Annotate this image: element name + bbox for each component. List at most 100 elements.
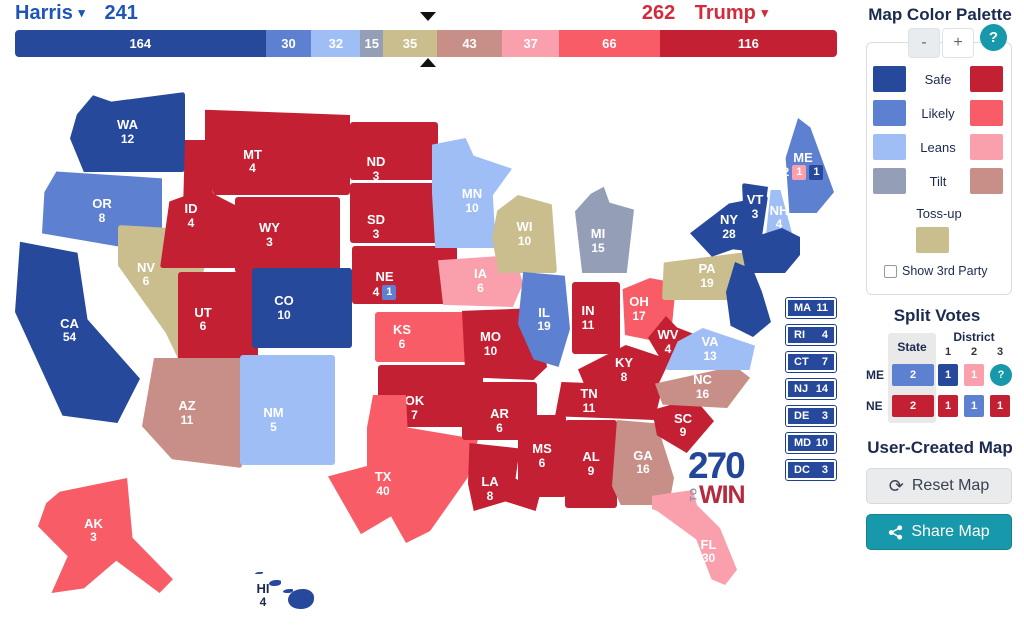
state-ks[interactable]: KS 6 xyxy=(375,312,473,362)
tilt-dem-swatch[interactable] xyxy=(873,168,906,194)
state-tn[interactable]: TN 11 xyxy=(555,382,663,420)
state-ev: 3 xyxy=(821,464,828,476)
state-label: NH 4 xyxy=(769,202,789,232)
state-box-de[interactable]: DE 3 xyxy=(785,405,837,427)
state-ev: 4 xyxy=(821,329,828,341)
palette-row-safe: Safe xyxy=(873,66,1003,92)
state-label: TN 11 xyxy=(580,386,598,415)
ne-district-3-cell[interactable]: 1 xyxy=(990,395,1010,417)
state-ak[interactable]: AK 3 xyxy=(38,478,173,593)
state-ev: 14 xyxy=(815,383,828,395)
ne-district-2-cell[interactable]: 1 xyxy=(964,395,984,417)
state-ne[interactable]: NE 4 1 xyxy=(352,246,457,304)
state-mi[interactable]: MI 15 xyxy=(574,186,634,273)
state-label: MS 6 xyxy=(532,441,552,470)
district-num-3: 3 xyxy=(996,346,1004,358)
state-box-nj[interactable]: NJ 14 xyxy=(785,378,837,400)
state-in[interactable]: IN 11 xyxy=(572,282,620,354)
state-ut[interactable]: UT 6 xyxy=(178,272,258,367)
leans-rep-swatch[interactable] xyxy=(969,134,1003,160)
zoom-in-button[interactable]: + xyxy=(942,28,974,58)
help-icon[interactable]: ? xyxy=(990,364,1012,386)
zoom-out-button[interactable]: - xyxy=(908,28,940,58)
reset-map-button[interactable]: ⟳ Reset Map xyxy=(866,468,1012,504)
show-3rd-party-checkbox[interactable] xyxy=(884,264,897,278)
me-statewide-cell[interactable]: 2 xyxy=(892,364,934,386)
likely-rep-swatch[interactable] xyxy=(970,100,1003,126)
state-nm[interactable]: NM 5 xyxy=(240,355,335,465)
state-label: AL 9 xyxy=(582,449,600,478)
rep-ev-total: 262 xyxy=(641,2,676,24)
state-ev: 10 xyxy=(815,437,828,449)
state-abbr: CT xyxy=(794,356,809,368)
state-wa[interactable]: WA 12 xyxy=(70,92,185,172)
state-region-mid-atlantic[interactable] xyxy=(726,262,771,337)
ev-segment-safe-dem: 164 xyxy=(15,30,266,57)
state-label: OK 7 xyxy=(404,393,425,422)
dem-candidate-name[interactable]: Harris xyxy=(15,2,73,24)
state-sd[interactable]: SD 3 xyxy=(350,183,442,243)
state-label: VA 13 xyxy=(701,334,719,363)
tossup-swatch[interactable] xyxy=(916,227,949,253)
harris-dropdown[interactable]: Harris ▾ 241 xyxy=(15,2,138,25)
district-num-2: 2 xyxy=(970,346,978,358)
show-3rd-party-label: Show 3rd Party xyxy=(902,264,988,278)
state-label: CA 54 xyxy=(60,315,79,345)
district-badge: 1 xyxy=(382,284,397,300)
state-al[interactable]: AL 9 xyxy=(565,420,617,508)
state-nc[interactable]: NC 16 xyxy=(655,366,750,408)
state-label: KY 8 xyxy=(614,355,634,384)
leans-dem-swatch[interactable] xyxy=(873,134,906,160)
dem-ev-total: 241 xyxy=(104,2,138,24)
state-ms[interactable]: MS 6 xyxy=(518,415,566,497)
logo-270: 270 xyxy=(688,445,746,486)
split-votes-title: Split Votes xyxy=(893,306,981,325)
state-az[interactable]: AZ 11 xyxy=(142,358,242,468)
rep-candidate-name[interactable]: Trump xyxy=(694,2,756,24)
logo-win: WIN xyxy=(699,481,746,510)
state-box-ct[interactable]: CT 7 xyxy=(785,351,837,373)
state-co[interactable]: CO 10 xyxy=(252,268,352,348)
refresh-icon: ⟳ xyxy=(888,476,904,496)
me-district-2-cell[interactable]: 1 xyxy=(964,364,984,386)
state-abbr: DE xyxy=(794,410,810,422)
state-label: FL 30 xyxy=(700,536,717,566)
state-wi[interactable]: WI 10 xyxy=(492,195,557,273)
state-mt[interactable]: MT 4 xyxy=(205,109,350,195)
state-label: MI 15 xyxy=(590,226,606,255)
state-box-ma[interactable]: MA 11 xyxy=(785,297,837,319)
district-badge: 1 xyxy=(792,165,807,181)
hawaii-islands[interactable] xyxy=(288,589,314,609)
state-box-dc[interactable]: DC 3 xyxy=(785,459,837,481)
state-hi[interactable]: HI 4 xyxy=(238,560,320,615)
state-label: GA 16 xyxy=(633,447,653,477)
me-district-1-cell[interactable]: 1 xyxy=(938,364,958,386)
state-wy[interactable]: WY 3 xyxy=(235,197,340,273)
state-me[interactable]: ME 2 1 1 xyxy=(785,118,834,213)
share-map-button[interactable]: Share Map xyxy=(866,514,1012,550)
electoral-vote-bar: 164 30 32 15 35 43 37 66 116 xyxy=(15,30,837,57)
safe-dem-swatch[interactable] xyxy=(873,66,906,92)
state-box-ri[interactable]: RI 4 xyxy=(785,324,837,346)
state-label: NY 28 xyxy=(719,212,739,241)
state-box-md[interactable]: MD 10 xyxy=(785,432,837,454)
help-icon[interactable]: ? xyxy=(980,24,1007,51)
trump-dropdown[interactable]: 262 Trump ▾ xyxy=(642,2,768,25)
split-row-label-me: ME xyxy=(866,368,884,382)
tilt-rep-swatch[interactable] xyxy=(969,168,1003,194)
state-label: IN 11 xyxy=(581,303,595,332)
state-nd[interactable]: ND 3 xyxy=(350,122,438,182)
ev-segment-likely-dem: 30 xyxy=(265,30,312,57)
likely-dem-swatch[interactable] xyxy=(873,100,906,126)
270-marker-bottom-icon[interactable] xyxy=(419,58,436,67)
270-marker-top-icon[interactable] xyxy=(419,12,436,21)
state-ev: 3 xyxy=(821,410,828,422)
share-icon xyxy=(889,524,903,540)
ne-district-1-cell[interactable]: 1 xyxy=(938,395,958,417)
palette-row-label: Leans xyxy=(920,139,956,155)
safe-rep-swatch[interactable] xyxy=(970,66,1003,92)
state-label: IA 6 xyxy=(474,266,487,295)
state-vt[interactable]: VT 3 xyxy=(742,183,768,231)
ne-statewide-cell[interactable]: 2 xyxy=(892,395,934,417)
